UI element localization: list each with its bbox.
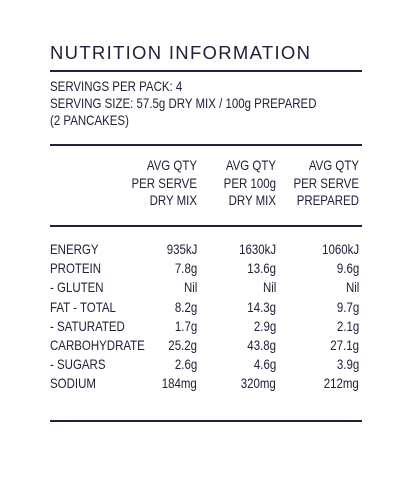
value-per-100g-dry: Nil (262, 279, 276, 296)
table-row: SODIUM 184mg 320mg 212mg (50, 375, 362, 394)
table-bottom-rule (50, 420, 362, 422)
value-per-serve-dry: 2.6g (174, 356, 197, 373)
value-per-serve-prepared: 1060kJ (321, 241, 359, 257)
nutrient-label: ENERGY (50, 241, 99, 257)
nutrient-label: - SATURATED (50, 317, 125, 334)
nutrient-label: CARBOHYDRATE (50, 336, 145, 353)
value-per-serve-prepared: 27.1g (330, 336, 359, 353)
value-per-serve-prepared: Nil (345, 279, 359, 296)
value-per-serve-dry: Nil (183, 279, 197, 296)
value-per-serve-prepared: 3.9g (336, 356, 359, 373)
nutrient-table: ENERGY 935kJ 1630kJ 1060kJ PROTEIN 7.8g … (50, 241, 362, 395)
serving-size-note: (2 PANCAKES) (50, 112, 129, 128)
table-row: - SUGARS 2.6g 4.6g 3.9g (50, 356, 362, 375)
value-per-100g-dry: 43.8g (247, 336, 276, 353)
column-header-line: PER 100g (223, 174, 276, 191)
value-per-100g-dry: 2.9g (253, 317, 276, 334)
serving-size: SERVING SIZE: 57.5g DRY MIX / 100g PREPA… (50, 95, 317, 111)
value-per-100g-dry: 1630kJ (238, 241, 276, 257)
value-per-100g-dry: 320mg (240, 375, 276, 392)
column-header-line: DRY MIX (149, 192, 197, 208)
nutrient-label: - SUGARS (50, 356, 106, 373)
column-header-line: AVG QTY (146, 157, 197, 173)
table-row: FAT - TOTAL 8.2g 14.3g 9.7g (50, 299, 362, 318)
value-per-serve-dry: 8.2g (174, 298, 197, 315)
column-header-line: AVG QTY (225, 157, 276, 173)
column-header-serve-prepared: AVG QTY PER SERVE PREPARED (269, 157, 359, 211)
column-header-line: PREPARED (296, 192, 359, 208)
value-per-100g-dry: 14.3g (247, 298, 276, 315)
value-per-serve-dry: 25.2g (168, 336, 197, 353)
table-row: CARBOHYDRATE 25.2g 43.8g 27.1g (50, 337, 362, 356)
table-row: - GLUTEN Nil Nil Nil (50, 279, 362, 298)
value-per-serve-dry: 184mg (161, 375, 197, 392)
column-header-100g-dry: AVG QTY PER 100g DRY MIX (186, 157, 276, 211)
nutrition-panel: NUTRITION INFORMATION SERVINGS PER PACK:… (50, 0, 362, 480)
value-per-serve-prepared: 212mg (323, 375, 359, 392)
column-header-line: DRY MIX (228, 192, 276, 208)
value-per-serve-dry: 7.8g (174, 260, 197, 277)
table-row: - SATURATED 1.7g 2.9g 2.1g (50, 318, 362, 337)
column-header-serve-dry: AVG QTY PER SERVE DRY MIX (107, 157, 197, 211)
nutrient-label: SODIUM (50, 375, 96, 392)
title-divider (50, 70, 362, 72)
table-row: PROTEIN 7.8g 13.6g 9.6g (50, 260, 362, 279)
nutrient-label: FAT - TOTAL (50, 298, 116, 315)
header-divider (50, 225, 362, 227)
value-per-100g-dry: 13.6g (247, 260, 276, 277)
panel-title: NUTRITION INFORMATION (50, 42, 312, 63)
value-per-100g-dry: 4.6g (253, 356, 276, 373)
value-per-serve-prepared: 9.7g (336, 298, 359, 315)
nutrient-label: - GLUTEN (50, 279, 104, 296)
servings-per-pack: SERVINGS PER PACK: 4 (50, 78, 183, 94)
value-per-serve-prepared: 9.6g (336, 260, 359, 277)
value-per-serve-dry: 1.7g (174, 317, 197, 334)
nutrient-label: PROTEIN (50, 260, 102, 277)
column-header-line: PER SERVE (131, 174, 197, 191)
value-per-serve-dry: 935kJ (166, 241, 197, 257)
servings-divider (50, 144, 362, 146)
column-header-line: AVG QTY (308, 157, 359, 173)
value-per-serve-prepared: 2.1g (336, 317, 359, 334)
table-row: ENERGY 935kJ 1630kJ 1060kJ (50, 241, 362, 260)
column-header-line: PER SERVE (293, 174, 359, 191)
serving-info: SERVINGS PER PACK: 4 SERVING SIZE: 57.5g… (50, 78, 362, 129)
